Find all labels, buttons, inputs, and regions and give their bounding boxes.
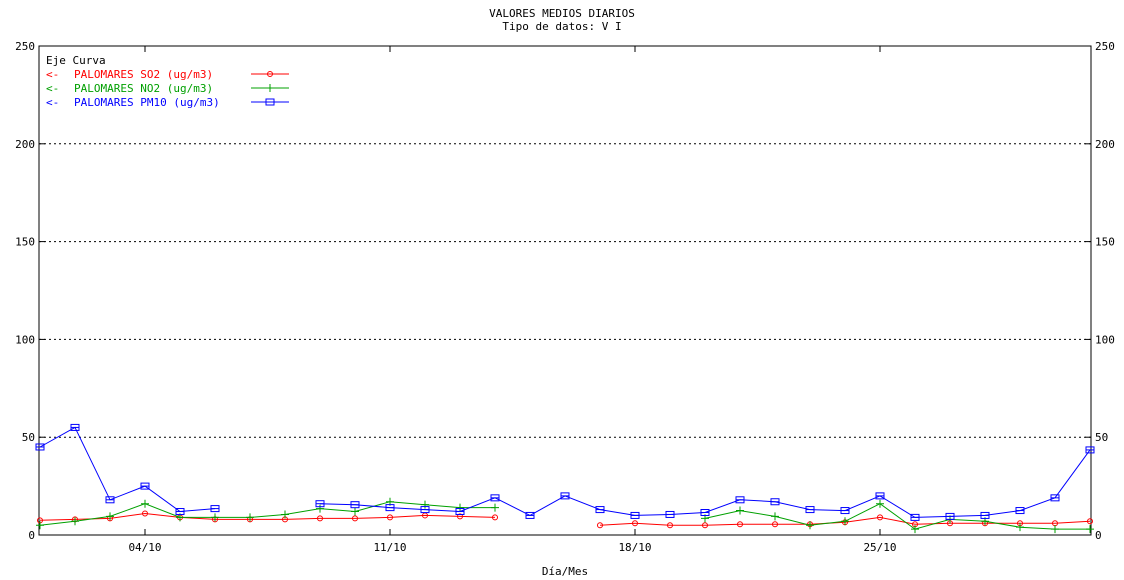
data-point-marker xyxy=(492,514,498,521)
data-point-marker xyxy=(457,513,463,520)
legend-axis-marker: <- xyxy=(46,96,59,109)
y-tick-label-left: 100 xyxy=(15,333,35,346)
series-1 xyxy=(37,510,1093,529)
series-line xyxy=(319,449,1091,518)
x-axis-label: Día/Mes xyxy=(542,565,588,578)
legend-series-name: PALOMARES NO2 (ug/m3) xyxy=(74,82,213,95)
y-tick-label-left: 150 xyxy=(15,236,35,249)
x-axis-ticks: 04/10 11/10 18/10 25/10 xyxy=(128,46,897,554)
series-layer xyxy=(35,423,1095,534)
legend-axis-marker: <- xyxy=(46,82,59,95)
data-point-marker xyxy=(456,503,464,512)
data-point-marker xyxy=(702,522,708,529)
data-point-marker xyxy=(141,499,149,508)
data-point-marker xyxy=(876,499,884,508)
data-point-marker xyxy=(267,71,273,77)
x-tick-label: 04/10 xyxy=(128,541,161,554)
legend-series-name: PALOMARES PM10 (ug/m3) xyxy=(74,96,220,109)
data-point-marker xyxy=(911,525,919,534)
data-point-marker xyxy=(667,522,673,529)
x-tick-label: 11/10 xyxy=(373,541,406,554)
data-point-marker xyxy=(246,513,254,522)
data-point-marker xyxy=(316,504,324,513)
data-point-marker xyxy=(737,521,743,528)
data-point-marker xyxy=(736,506,744,515)
data-point-marker xyxy=(597,522,603,529)
data-point-marker xyxy=(352,515,358,522)
y-tick-label-right: 0 xyxy=(1095,529,1102,542)
y-tick-label-right: 250 xyxy=(1095,40,1115,53)
series-3 xyxy=(35,423,1095,521)
data-point-marker xyxy=(1087,518,1093,525)
y-tick-label-right: 200 xyxy=(1095,138,1115,151)
data-point-marker xyxy=(771,512,779,521)
series-2 xyxy=(36,497,1094,534)
y-tick-label-left: 200 xyxy=(15,138,35,151)
y-axis-ticks: 0 0 50 50 100 100 150 150 200 200 250 250 xyxy=(15,40,1115,542)
legend-entry-1: <- PALOMARES SO2 (ug/m3) xyxy=(46,68,289,81)
data-point-marker xyxy=(1086,525,1094,534)
data-point-marker xyxy=(491,503,499,512)
data-point-marker xyxy=(387,514,393,521)
legend-header: Eje Curva xyxy=(46,54,106,67)
chart-subtitle: Tipo de datos: V I xyxy=(502,20,621,33)
y-tick-label-left: 0 xyxy=(28,529,35,542)
data-point-marker xyxy=(421,500,429,509)
data-point-marker xyxy=(806,521,814,530)
data-point-marker xyxy=(106,512,114,521)
series-line xyxy=(39,426,216,513)
series-line xyxy=(704,503,1090,530)
data-point-marker xyxy=(36,521,44,530)
grid-lines xyxy=(39,143,1091,438)
data-point-marker xyxy=(211,513,219,522)
data-point-marker xyxy=(877,514,883,521)
y-tick-label-right: 150 xyxy=(1095,236,1115,249)
data-point-marker xyxy=(142,510,148,517)
y-tick-label-left: 250 xyxy=(15,40,35,53)
data-point-marker xyxy=(841,517,849,526)
data-point-marker xyxy=(1016,523,1024,532)
series-line xyxy=(39,501,495,526)
x-tick-label: 18/10 xyxy=(618,541,651,554)
y-tick-label-left: 50 xyxy=(22,431,35,444)
data-point-marker xyxy=(71,517,79,526)
data-point-marker xyxy=(281,510,289,519)
data-point-marker xyxy=(351,507,359,516)
y-tick-label-right: 100 xyxy=(1095,333,1115,346)
legend-series-name: PALOMARES SO2 (ug/m3) xyxy=(74,68,213,81)
data-point-marker xyxy=(632,520,638,527)
x-tick-label: 25/10 xyxy=(863,541,896,554)
series-line xyxy=(39,512,496,521)
legend-axis-marker: <- xyxy=(46,68,59,81)
data-point-marker xyxy=(266,84,274,92)
data-point-marker xyxy=(772,521,778,528)
data-point-marker xyxy=(1051,525,1059,534)
y-tick-label-right: 50 xyxy=(1095,431,1108,444)
legend: Eje Curva <- PALOMARES SO2 (ug/m3) <- PALOM… xyxy=(46,54,289,109)
data-point-marker xyxy=(317,515,323,522)
legend-entry-2: <- PALOMARES NO2 (ug/m3) xyxy=(46,82,289,95)
legend-entry-3: <- PALOMARES PM10 (ug/m3) xyxy=(46,96,289,109)
plot-frame xyxy=(38,45,1092,536)
chart-title: VALORES MEDIOS DIARIOS xyxy=(489,7,635,20)
